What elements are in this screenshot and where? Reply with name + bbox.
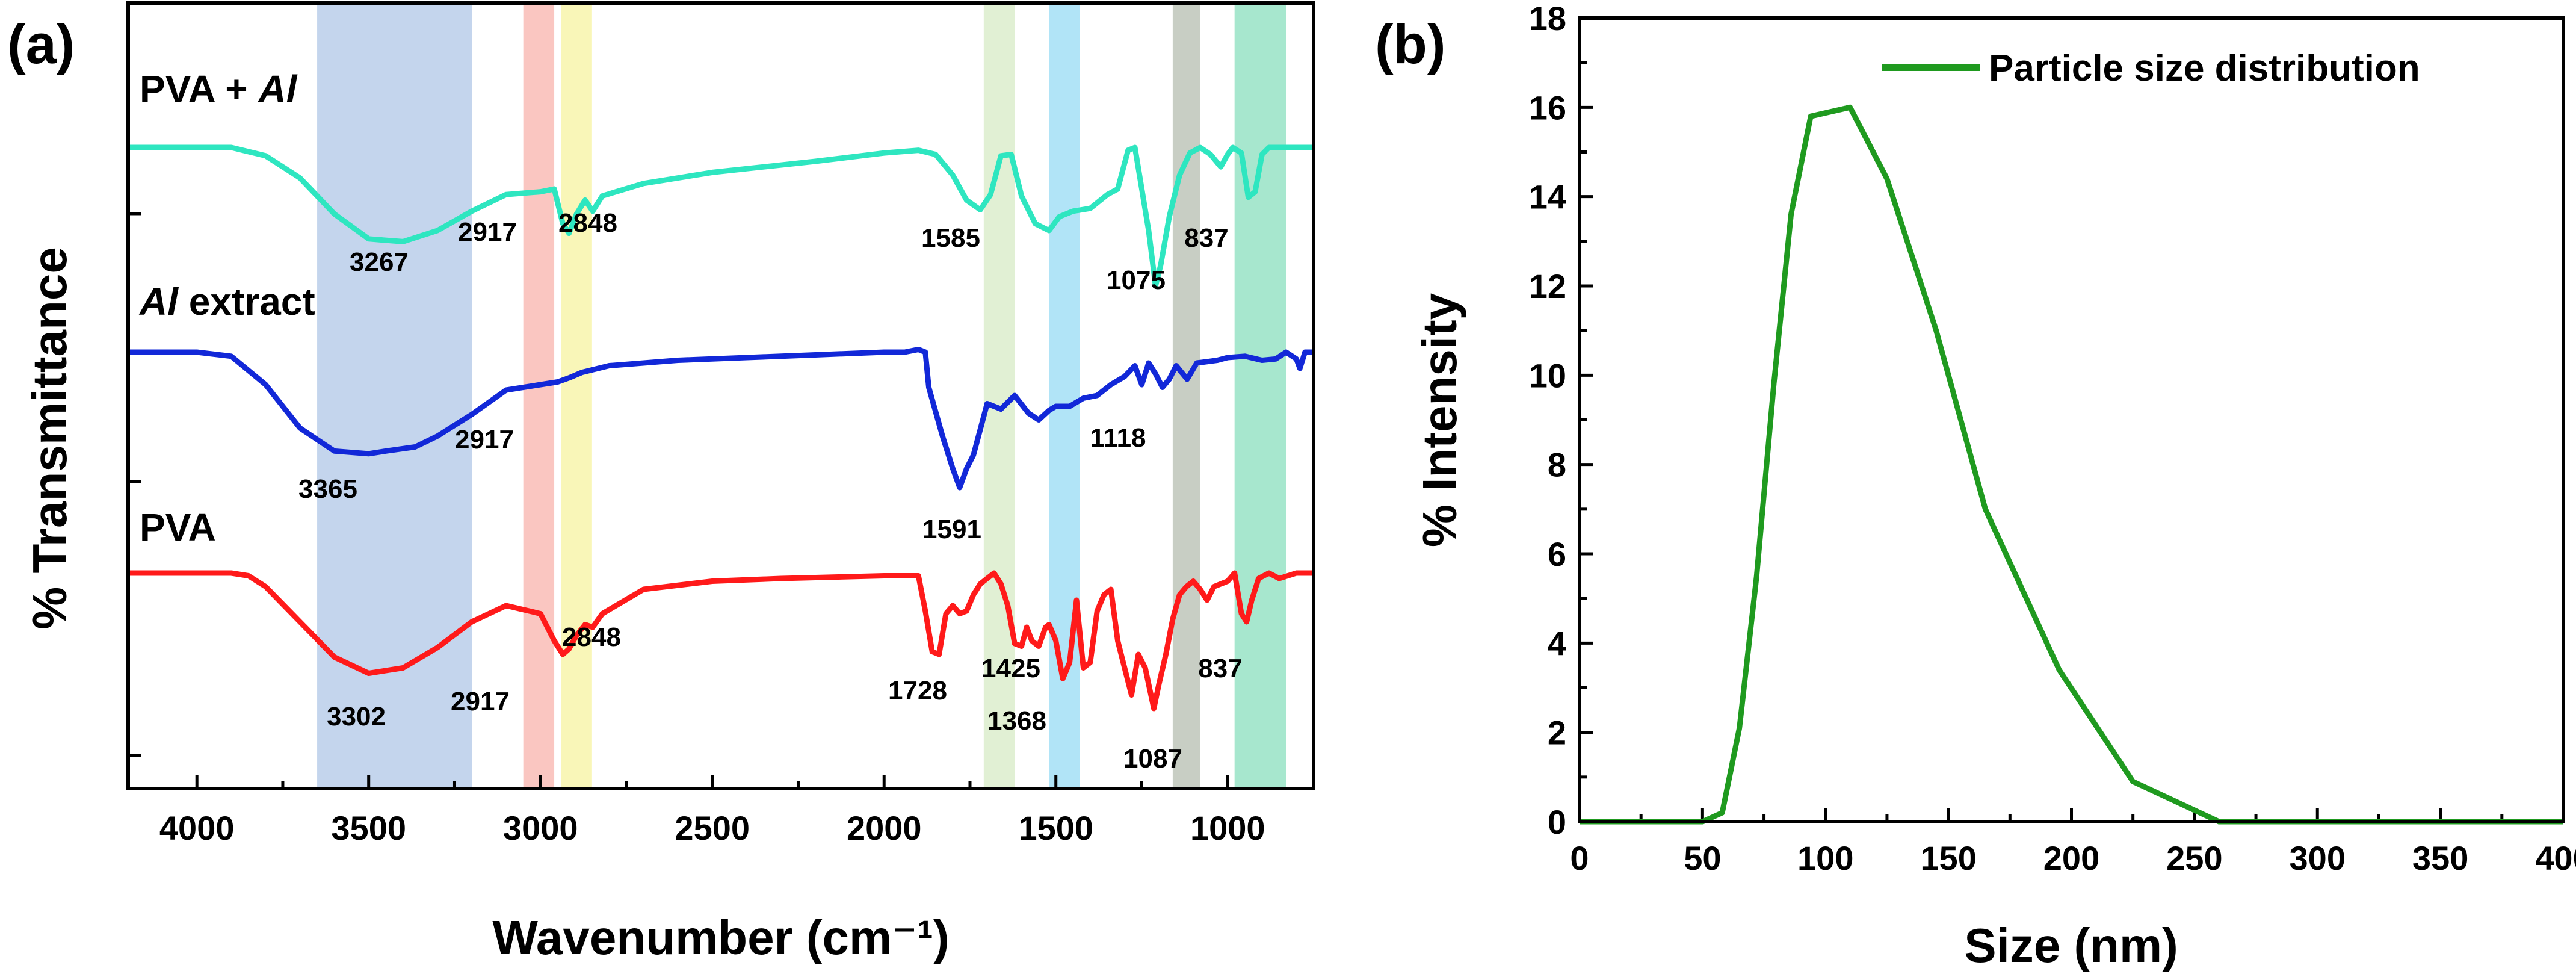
peak-label-3365: 3365 xyxy=(298,474,357,504)
panel-a-label: (a) xyxy=(7,14,75,75)
legend: Particle size distribution xyxy=(1882,48,2420,89)
dls-y-tick-6: 6 xyxy=(1548,535,1566,573)
dls-x-tick-150: 150 xyxy=(1920,839,1976,877)
absorption-band-5 xyxy=(1172,5,1200,787)
peak-label-837: 837 xyxy=(1198,654,1242,683)
ftir-x-axis-title: Wavenumber (cm⁻¹) xyxy=(492,911,949,964)
x-tick-1000: 1000 xyxy=(1190,809,1265,847)
peak-label-1591: 1591 xyxy=(922,515,981,544)
absorption-band-1 xyxy=(523,5,555,787)
spectrum-label-1: Al extract xyxy=(138,280,315,323)
dls-x-tick-200: 200 xyxy=(2043,839,2099,877)
dls-y-tick-18: 18 xyxy=(1529,0,1566,37)
panel-b-label: (b) xyxy=(1375,14,1445,75)
dls-x-tick-350: 350 xyxy=(2412,839,2468,877)
dls-y-tick-16: 16 xyxy=(1529,88,1566,126)
peak-label-1728: 1728 xyxy=(888,676,947,706)
absorption-band-4 xyxy=(1049,5,1080,787)
dls-y-tick-0: 0 xyxy=(1548,803,1566,841)
x-tick-4000: 4000 xyxy=(159,809,235,847)
x-tick-2500: 2500 xyxy=(675,809,750,847)
dls-y-tick-14: 14 xyxy=(1529,178,1566,216)
dls-x-tick-0: 0 xyxy=(1570,839,1589,877)
spectrum-line-0 xyxy=(128,144,1314,289)
dls-y-tick-2: 2 xyxy=(1548,714,1566,752)
peak-label-1368: 1368 xyxy=(987,706,1046,736)
dls-x-tick-400: 400 xyxy=(2535,839,2576,877)
size-distribution-line xyxy=(1580,104,2563,825)
absorption-band-3 xyxy=(983,5,1015,787)
x-tick-2000: 2000 xyxy=(847,809,922,847)
peak-label-1087: 1087 xyxy=(1123,744,1182,774)
peak-label-2917: 2917 xyxy=(458,217,517,247)
dls-y-tick-10: 10 xyxy=(1529,356,1566,394)
spectrum-line-2 xyxy=(128,570,1314,712)
dls-y-axis-title: % Intensity xyxy=(1413,293,1466,547)
dls-x-tick-100: 100 xyxy=(1797,839,1853,877)
peak-label-3302: 3302 xyxy=(327,702,386,731)
legend-label: Particle size distribution xyxy=(1989,48,2420,89)
peak-label-1585: 1585 xyxy=(921,223,980,253)
peak-label-1425: 1425 xyxy=(981,654,1040,683)
ftir-plot-frame xyxy=(126,1,1315,790)
peak-label-3267: 3267 xyxy=(350,247,409,277)
dls-x-tick-250: 250 xyxy=(2166,839,2222,877)
x-tick-1500: 1500 xyxy=(1018,809,1093,847)
dls-x-tick-50: 50 xyxy=(1684,839,1721,877)
dls-x-axis-title: Size (nm) xyxy=(1964,919,2178,972)
ftir-y-axis-title: % Transmittance xyxy=(23,247,76,630)
x-tick-3500: 3500 xyxy=(331,809,406,847)
spectrum-line-1 xyxy=(128,347,1314,491)
absorption-band-2 xyxy=(561,5,592,787)
spectrum-label-0: PVA + Al xyxy=(140,67,298,111)
peak-label-2848: 2848 xyxy=(562,622,621,652)
dls-x-tick-300: 300 xyxy=(2290,839,2346,877)
peak-label-837: 837 xyxy=(1184,223,1228,253)
absorption-band-0 xyxy=(317,5,472,787)
dls-y-tick-12: 12 xyxy=(1529,267,1566,305)
ftir-panel: (a) PVA + Al Al extract PVA 3267 2917 2848 158… xyxy=(7,1,1315,964)
spectrum-label-2: PVA xyxy=(140,506,216,549)
x-tick-3000: 3000 xyxy=(503,809,578,847)
dls-panel: (b) 0 50 100 150 200 250 300 350 400 0 2 4 6 8 10 12 14 1… xyxy=(1375,0,2576,972)
peak-label-1118: 1118 xyxy=(1090,423,1146,453)
dls-y-tick-8: 8 xyxy=(1548,446,1566,484)
peak-label-2917: 2917 xyxy=(451,687,510,716)
dls-y-tick-4: 4 xyxy=(1548,624,1566,662)
dls-plot-frame xyxy=(1578,16,2565,823)
absorption-band-6 xyxy=(1234,5,1286,787)
peak-label-2917: 2917 xyxy=(455,425,514,454)
peak-label-2848: 2848 xyxy=(558,208,617,238)
peak-label-1075: 1075 xyxy=(1107,265,1166,295)
